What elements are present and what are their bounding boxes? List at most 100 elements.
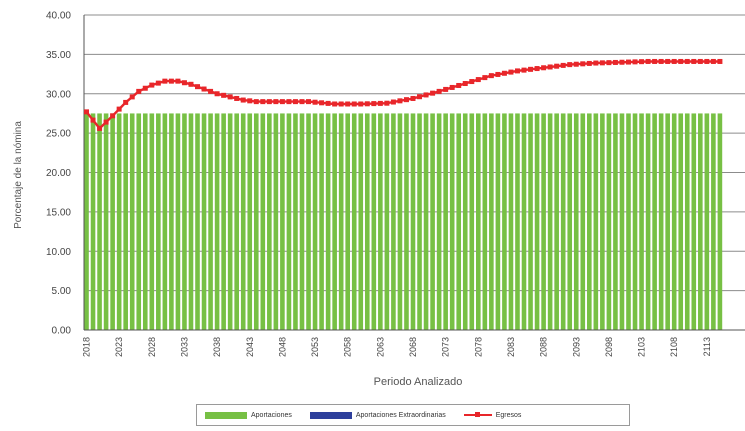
x-tick-label-2043: 2043	[245, 337, 255, 357]
egresos-point-2027	[142, 85, 148, 91]
egresos-point-2107	[665, 58, 671, 64]
bar-aportaciones-2062	[371, 113, 377, 330]
egresos-point-2098	[606, 60, 612, 66]
egresos-point-2077	[469, 79, 475, 85]
bar-aportaciones-2061	[364, 113, 370, 330]
bar-aportaciones-2095	[587, 113, 592, 330]
bar-aportaciones-2082	[502, 113, 507, 330]
egresos-point-2069	[417, 94, 423, 100]
y-tick-labels: 0.00 5.00 10.00 15.00 20.00 25.00 30.00 35.00 40…	[46, 11, 71, 337]
bar-aportaciones-2038	[214, 113, 220, 330]
bar-aportaciones-2022	[110, 113, 115, 330]
y-tick-label-1: 5.00	[52, 286, 72, 297]
egresos-point-2023	[116, 106, 122, 112]
egresos-point-2036	[201, 86, 207, 92]
bar-aportaciones-2019	[90, 113, 96, 330]
egresos-point-2044	[253, 99, 259, 105]
egresos-point-2035	[195, 84, 201, 90]
egresos-point-2068	[410, 95, 416, 101]
egresos-point-2074	[449, 84, 455, 90]
bar-aportaciones-2072	[436, 113, 442, 330]
legend-label-egresos: Egresos	[495, 411, 522, 419]
y-tick-label-3: 15.00	[46, 207, 71, 218]
legend-item-egresos: Egresos	[463, 411, 522, 419]
x-tick-label-2073: 2073	[441, 337, 451, 357]
bar-aportaciones-2076	[462, 113, 468, 330]
x-tick-label-2083: 2083	[506, 337, 516, 357]
egresos-point-2071	[430, 90, 436, 96]
bar-aportaciones-2106	[658, 113, 664, 330]
egresos-point-2040	[227, 94, 233, 100]
legend-swatch-egresos	[463, 412, 492, 417]
egresos-point-2102	[632, 59, 638, 65]
x-tick-label-2098: 2098	[604, 337, 614, 357]
y-tick-label-5: 25.00	[46, 129, 71, 140]
legend-item-aportaciones-extraordinarias: Aportaciones Extraordinarias	[309, 411, 446, 419]
bar-aportaciones-2094	[580, 113, 586, 330]
egresos-point-2079	[482, 75, 488, 81]
egresos-point-2038	[214, 91, 220, 97]
egresos-point-2070	[423, 92, 429, 98]
bar-aportaciones-2020	[97, 113, 102, 330]
bar-aportaciones-2073	[443, 113, 448, 330]
egresos-point-2104	[645, 58, 651, 64]
egresos-point-2108	[671, 58, 677, 64]
bar-aportaciones-2042	[240, 113, 246, 330]
egresos-point-2022	[110, 113, 116, 119]
egresos-point-2029	[155, 80, 161, 86]
egresos-point-2020	[97, 125, 103, 131]
y-axis-label: Porcentaje de la nómina	[13, 121, 24, 229]
egresos-point-2082	[501, 70, 507, 76]
bar-aportaciones-2064	[384, 113, 390, 330]
x-tick-label-2093: 2093	[571, 337, 581, 357]
egresos-point-2042	[240, 97, 246, 103]
bar-aportaciones-2030	[162, 113, 168, 330]
egresos-point-2090	[554, 63, 560, 69]
x-tick-labels: 2018 2023 2028 2033 2038 2043 2048 2053 2058 2063…	[82, 337, 712, 357]
egresos-point-2043	[247, 98, 253, 104]
bar-aportaciones-2079	[482, 113, 488, 330]
bar-aportaciones-2035	[195, 113, 200, 330]
bar-aportaciones-2081	[495, 113, 501, 330]
bar-aportaciones-2045	[260, 113, 266, 330]
bar-aportaciones-2115	[717, 113, 723, 330]
bar-aportaciones-2043	[247, 113, 253, 330]
egresos-point-2100	[619, 59, 625, 65]
egresos-point-2101	[625, 59, 631, 65]
egresos-point-2078	[475, 77, 481, 83]
bar-aportaciones-2107	[665, 113, 670, 330]
egresos-point-2093	[573, 61, 579, 67]
egresos-point-2045	[260, 99, 266, 105]
egresos-point-2033	[181, 80, 187, 86]
bar-aportaciones-2086	[528, 113, 533, 330]
bar-aportaciones-2068	[410, 113, 416, 330]
x-tick-label-2078: 2078	[473, 337, 483, 357]
aportaciones-bars	[84, 113, 723, 330]
bar-aportaciones-2093	[573, 113, 579, 330]
bar-aportaciones-2056	[332, 113, 337, 330]
bar-aportaciones-2046	[267, 113, 272, 330]
bar-aportaciones-2027	[142, 113, 148, 330]
egresos-point-2062	[371, 101, 377, 107]
axes	[83, 15, 745, 331]
egresos-point-2081	[495, 71, 501, 77]
x-tick-label-2068: 2068	[408, 337, 418, 357]
legend: Aportaciones Aportaciones Extraordinaria…	[196, 404, 630, 426]
bar-aportaciones-2080	[489, 113, 494, 330]
egresos-point-2060	[358, 101, 364, 107]
bar-aportaciones-2065	[391, 113, 396, 330]
x-tick-label-2108: 2108	[669, 337, 679, 357]
egresos-point-2046	[266, 99, 272, 105]
bar-aportaciones-2084	[515, 113, 520, 330]
egresos-point-2094	[580, 61, 586, 67]
bar-aportaciones-2102	[632, 113, 638, 330]
bar-aportaciones-2067	[404, 113, 409, 330]
bar-aportaciones-2100	[619, 113, 625, 330]
bar-aportaciones-2085	[521, 113, 527, 330]
bar-aportaciones-2058	[345, 113, 350, 330]
bar-aportaciones-2083	[508, 113, 514, 330]
legend-swatch-aportaciones	[205, 411, 247, 419]
bar-aportaciones-2099	[613, 113, 618, 330]
bar-aportaciones-2111	[691, 113, 697, 330]
